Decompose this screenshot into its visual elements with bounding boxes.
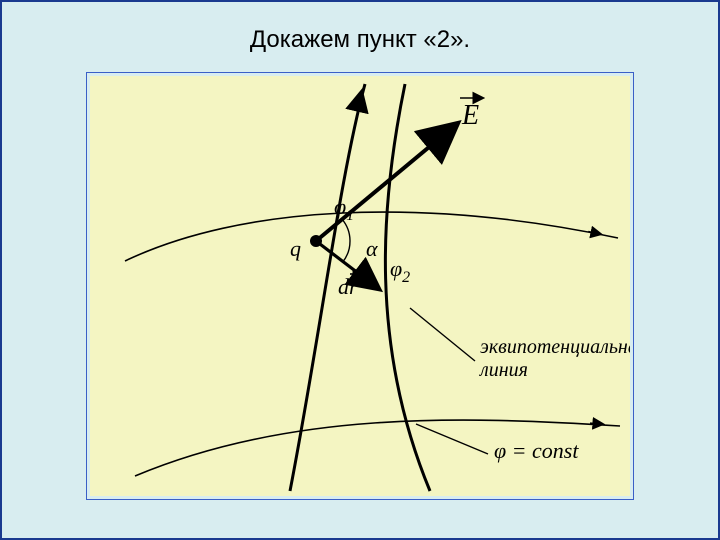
label-equip2: линия bbox=[479, 359, 528, 381]
label-alpha: α bbox=[366, 236, 378, 261]
label-dr: dr bbox=[338, 274, 358, 299]
label-E: E bbox=[461, 100, 479, 131]
figure-bg bbox=[90, 76, 630, 496]
figure-border: Eqφ1φ2αdrэквипотенциальнаялинияφ = const bbox=[86, 72, 634, 500]
physics-diagram: Eqφ1φ2αdrэквипотенциальнаялинияφ = const bbox=[90, 76, 630, 496]
curve-arrowhead bbox=[590, 423, 602, 424]
slide-frame: Докажем пункт «2». Eqφ1φ2αdrэквипотенциа… bbox=[0, 0, 720, 540]
label-q: q bbox=[290, 236, 301, 261]
label-equip1: эквипотенциальная bbox=[480, 336, 630, 358]
label-phi_eq: φ = const bbox=[494, 438, 579, 463]
charge-point bbox=[310, 235, 322, 247]
slide-title: Докажем пункт «2». bbox=[250, 26, 470, 54]
